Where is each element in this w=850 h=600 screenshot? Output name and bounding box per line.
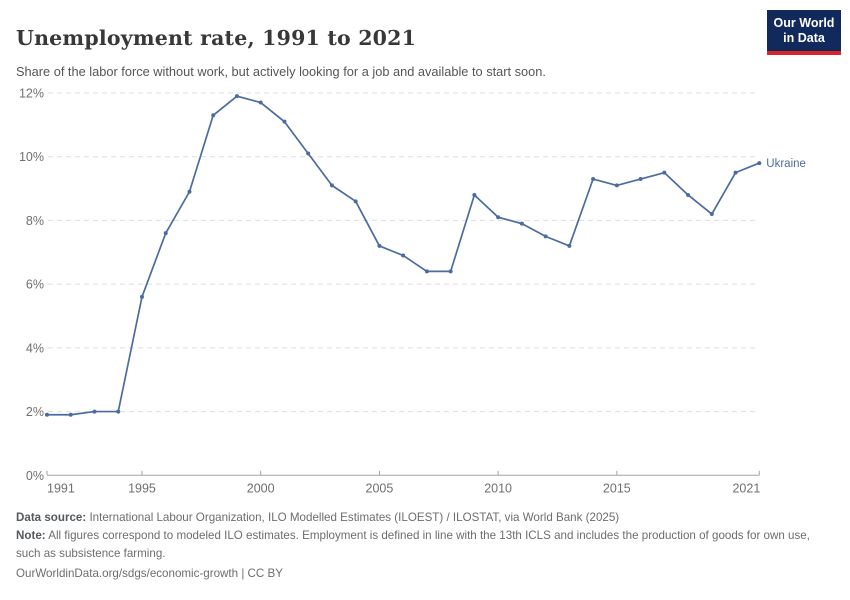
data-point[interactable] <box>68 412 73 417</box>
data-point[interactable] <box>686 192 691 197</box>
note-line: Note: All figures correspond to modeled … <box>16 527 818 563</box>
page-title: Unemployment rate, 1991 to 2021 <box>16 25 417 50</box>
data-point[interactable] <box>92 409 97 414</box>
data-point[interactable] <box>472 192 477 197</box>
data-point[interactable] <box>496 215 501 220</box>
data-point[interactable] <box>757 161 762 166</box>
data-source-line: Data source: International Labour Organi… <box>16 509 818 527</box>
x-axis-tick-label: 2021 <box>732 481 760 495</box>
data-point[interactable] <box>733 170 738 175</box>
data-point[interactable] <box>614 183 619 188</box>
data-point[interactable] <box>567 243 572 248</box>
line-chart[interactable]: 0% 2% 4% 6% 8% 10% 12% 1991 1995 2000 2005 2010 2015… <box>0 0 850 505</box>
data-point[interactable] <box>543 234 548 239</box>
footer-link[interactable]: OurWorldinData.org/sdgs/economic-growth … <box>16 567 283 580</box>
data-point[interactable] <box>709 212 714 217</box>
data-point[interactable] <box>638 177 643 182</box>
data-point[interactable] <box>306 151 311 156</box>
data-point[interactable] <box>377 243 382 248</box>
data-point[interactable] <box>258 100 263 105</box>
data-point[interactable] <box>353 199 358 204</box>
y-axis-tick-label: 0% <box>26 469 44 483</box>
data-point[interactable] <box>519 221 524 226</box>
data-point[interactable] <box>282 119 287 124</box>
note-text: All figures correspond to modeled ILO es… <box>16 529 810 560</box>
y-axis-tick-label: 2% <box>26 405 44 419</box>
x-axis-tick-label: 2000 <box>247 481 275 495</box>
data-point[interactable] <box>163 231 168 236</box>
owid-logo-line2: in Data <box>783 31 825 45</box>
series-end-label[interactable]: Ukraine <box>766 158 806 170</box>
data-point[interactable] <box>116 409 121 414</box>
x-axis-tick-label: 2005 <box>366 481 394 495</box>
y-axis-tick-label: 12% <box>19 87 44 101</box>
data-point[interactable] <box>139 294 144 299</box>
owid-logo-line1: Our World <box>773 16 835 30</box>
y-axis-tick-label: 10% <box>19 150 44 164</box>
y-axis-tick-label: 8% <box>26 214 44 228</box>
y-axis-tick-label: 4% <box>26 341 44 355</box>
x-axis-tick-label: 1995 <box>128 481 156 495</box>
data-point[interactable] <box>211 113 216 118</box>
note-label: Note: <box>16 529 46 542</box>
y-axis-tick-label: 6% <box>26 278 44 292</box>
data-point[interactable] <box>234 94 239 99</box>
data-point[interactable] <box>187 189 192 194</box>
data-source-label: Data source: <box>16 511 87 524</box>
x-axis-tick-label: 2015 <box>603 481 631 495</box>
data-source-text: International Labour Organization, ILO M… <box>86 511 620 524</box>
data-point[interactable] <box>591 177 596 182</box>
x-axis-tick-label: 2010 <box>484 481 512 495</box>
data-point[interactable] <box>401 253 406 258</box>
chart-footer: Data source: International Labour Organi… <box>16 509 818 583</box>
data-point[interactable] <box>424 269 429 274</box>
x-axis-tick-label: 1991 <box>47 481 75 495</box>
owid-logo[interactable]: Our World in Data <box>767 10 841 55</box>
data-point[interactable] <box>329 183 334 188</box>
data-point[interactable] <box>448 269 453 274</box>
data-point[interactable] <box>45 412 49 417</box>
data-point[interactable] <box>662 170 667 175</box>
chart-subtitle: Share of the labor force without work, b… <box>16 63 546 79</box>
